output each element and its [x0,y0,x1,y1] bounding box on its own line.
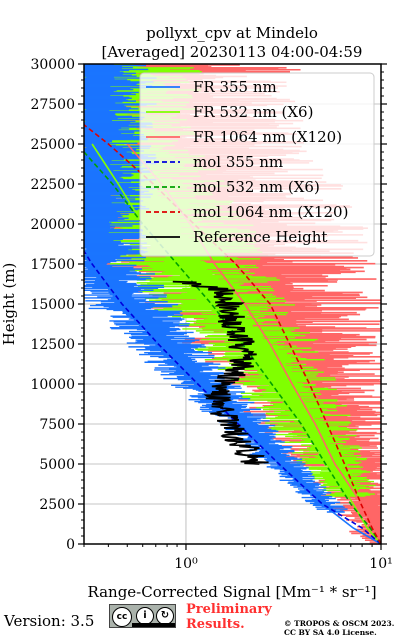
sa-icon: ↻ [156,607,174,625]
legend-label-fr355: FR 355 nm [193,78,277,96]
y-axis-label: Height (m) [0,263,18,346]
copyright-note: © TROPOS & OSCM 2023. CC BY SA 4.0 Licen… [284,619,394,637]
x-tick-label-1: 10¹ [369,556,392,572]
by-icon: i [136,607,154,625]
x-tick-label-0: 10⁰ [174,556,198,572]
series-line-mol532 [83,151,382,545]
axes: 0 2500 5000 7500 10000 12500 15000 17500 20000 22… [30,57,392,572]
legend-label-reference: Reference Height [193,228,327,246]
y-tick-label-2: 5000 [39,457,75,473]
cc-license-badge: cc i ↻ [109,604,176,628]
version-label: Version: 3.5 [4,612,95,630]
series-line-reference [172,280,269,465]
legend-label-fr532: FR 532 nm (X6) [193,103,313,121]
footer: Version: 3.5 cc i ↻ Preliminary Results.… [0,600,400,640]
legend: FR 355 nm FR 532 nm (X6) FR 1064 nm (X120)… [139,72,375,257]
legend-label-mol355: mol 355 nm [193,153,283,171]
cc-icon: cc [112,607,132,627]
y-tick-label-6: 15000 [30,297,75,313]
preliminary-line1: Preliminary [186,602,272,617]
y-tick-label-4: 10000 [30,377,75,393]
chart-title-line1: pollyxt_cpv at Mindelo [146,24,318,42]
chart: pollyxt_cpv at Mindelo [Averaged] 202301… [0,24,393,600]
legend-label-fr1064: FR 1064 nm (X120) [193,128,342,146]
y-tick-label-12: 30000 [30,57,75,73]
preliminary-line2: Results. [186,617,245,632]
y-tick-label-8: 20000 [30,217,75,233]
chart-title-line2: [Averaged] 20230113 04:00-04:59 [102,43,363,61]
y-tick-label-9: 22500 [30,177,75,193]
copyright-line1: © TROPOS & OSCM 2023. [284,619,395,628]
legend-label-mol1064: mol 1064 nm (X120) [193,203,348,221]
legend-box [139,72,375,257]
x-axis-label: Range-Corrected Signal [Mm⁻¹ * sr⁻¹] [87,583,376,600]
y-tick-label-10: 25000 [30,137,75,153]
legend-label-mol532: mol 532 nm (X6) [193,178,320,196]
y-tick-label-3: 7500 [39,417,75,433]
copyright-line2: CC BY SA 4.0 License. [284,628,377,637]
preliminary-note: Preliminary Results. [186,602,272,632]
badge-strip [132,623,175,627]
y-tick-label-1: 2500 [39,497,75,513]
y-tick-label-11: 27500 [30,97,75,113]
y-tick-label-7: 17500 [30,257,75,273]
series-line-fr532 [91,143,382,545]
series-line-mol355 [83,250,382,545]
y-tick-label-0: 0 [66,537,75,553]
y-tick-label-5: 12500 [30,337,75,353]
